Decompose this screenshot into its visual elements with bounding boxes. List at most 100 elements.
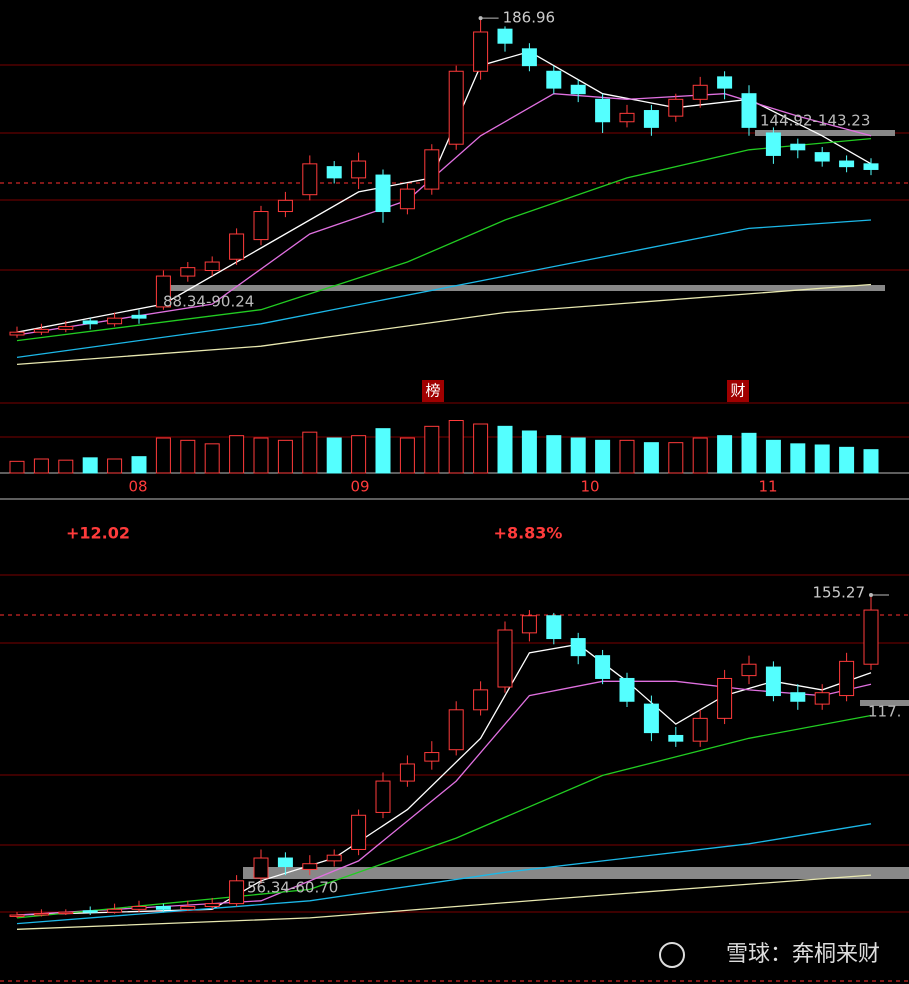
x-tick-label: 09 [350, 478, 369, 496]
peak-dot [869, 593, 873, 598]
candle-body [643, 110, 659, 128]
peak-dot [478, 16, 483, 21]
moving-average [16, 643, 872, 916]
candle-body [180, 905, 196, 910]
candle-body [814, 692, 830, 705]
volume-bar [351, 435, 367, 474]
moving-average [16, 219, 872, 359]
candle-body [302, 163, 318, 196]
watermark: 雪球：奔桐来财 [726, 942, 880, 967]
candle-body [717, 76, 733, 89]
candle-body [668, 734, 684, 742]
candle-body [521, 615, 537, 634]
volume-bar [765, 439, 781, 474]
moving-average [16, 874, 872, 930]
watermark-logo [659, 942, 685, 968]
candle-body [399, 188, 415, 210]
event-marker-box [727, 380, 749, 402]
candle-body [351, 814, 367, 850]
plot: 186.96 144.92-143.23 88.34-90.24 榜 财 08 09 10 11… [9, 9, 901, 930]
volume-bar [107, 458, 123, 474]
event-marker: 榜 [425, 382, 440, 400]
candle-body [863, 163, 879, 170]
volume-bar [814, 444, 830, 474]
candle-body [668, 98, 684, 117]
x-tick-label: 08 [128, 478, 147, 496]
candle-body [277, 857, 293, 868]
candle-body [302, 863, 318, 870]
volume-bar [741, 432, 757, 474]
candle-body [180, 267, 196, 277]
candle-body [326, 854, 342, 862]
candle-body [497, 28, 513, 44]
range-label: 88.34-90.24 [163, 293, 254, 311]
volume-bar [82, 457, 98, 474]
volume-bar [668, 442, 684, 474]
candle-body [375, 174, 391, 213]
candle-body [814, 152, 830, 162]
candle-body [790, 692, 806, 702]
volume-bar [521, 430, 537, 474]
candle-body [570, 638, 586, 657]
candle-body [82, 320, 98, 325]
candle-body [375, 780, 391, 813]
candle-body [326, 166, 342, 179]
candle-body [229, 880, 245, 905]
event-marker-box [422, 380, 444, 402]
candle-body [741, 93, 757, 128]
candle-body [107, 908, 123, 913]
range-label: 56.34-60.70 [247, 879, 338, 897]
candle-body [253, 857, 269, 879]
x-tick-label: 11 [758, 478, 777, 496]
volume-bar [546, 435, 562, 474]
volume-bar [180, 439, 196, 474]
candle-body [399, 763, 415, 782]
candle-body [9, 331, 25, 336]
stat: +12.02 [66, 524, 130, 543]
volume-bar [131, 456, 147, 474]
volume-bar [204, 443, 220, 474]
support-band [243, 867, 909, 879]
x-tick-label: 10 [580, 478, 599, 496]
candle-body [33, 328, 49, 333]
volume-bar [33, 458, 49, 474]
volume-bar [863, 449, 879, 474]
volume-bar [570, 437, 586, 474]
volume-bar [497, 425, 513, 474]
candle-body [204, 261, 220, 271]
candle-body [863, 609, 879, 665]
event-marker: 财 [730, 382, 745, 400]
peak-label: 186.96 [503, 9, 555, 27]
volume-bar [277, 439, 293, 474]
moving-average [16, 283, 872, 366]
candle-body [424, 149, 440, 190]
volume-bar [643, 442, 659, 474]
candle-body [131, 314, 147, 319]
candle-body [204, 903, 220, 907]
candle-body [473, 689, 489, 711]
candle-body [595, 655, 611, 679]
candle-body [839, 160, 855, 168]
candle-body [765, 132, 781, 156]
peak-label: 155.27 [813, 584, 866, 602]
candle-body [546, 70, 562, 89]
candle-body [253, 211, 269, 241]
candle-body [619, 677, 635, 702]
stat: +8.83% [494, 524, 563, 543]
candle-body [82, 910, 98, 913]
candle-body [33, 913, 49, 916]
volume-bar [619, 439, 635, 474]
volume-bar [155, 437, 171, 474]
moving-average [16, 93, 872, 336]
volume-bar [58, 459, 74, 474]
volume-bar [448, 420, 464, 474]
candle-body [9, 914, 25, 917]
volume-bar [839, 446, 855, 474]
volume-bar [326, 437, 342, 474]
volume-bar [302, 431, 318, 474]
volume-bar [375, 428, 391, 474]
volume-bar [692, 437, 708, 474]
support-band [860, 700, 909, 706]
candle-body [546, 615, 562, 640]
